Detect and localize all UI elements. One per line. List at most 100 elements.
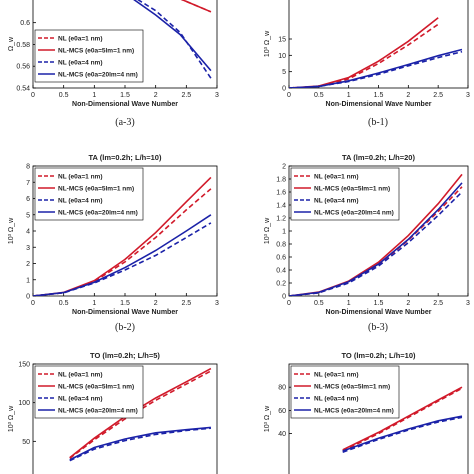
- series-line-red-dash: [342, 387, 463, 452]
- series-group: [133, 0, 212, 79]
- y-axis-label: 10³ Ω_w: [264, 30, 271, 57]
- x-axis-label: Non-Dimensional Wave Number: [326, 309, 432, 316]
- legend-label: NL-MCS (e0a=20lm=4 nm): [58, 408, 138, 415]
- legend: NL (e0a=1 nm) NL-MCS (e0a=5lm=1 nm) NL (e0…: [290, 365, 400, 419]
- x-tick-label: 0.5: [59, 300, 69, 307]
- y-tick-label: 3: [26, 245, 30, 252]
- y-tick-label: 4: [26, 229, 30, 236]
- subfigure-caption: (b-3): [368, 322, 388, 333]
- legend-label: NL-MCS (e0a=5lm=1 nm): [314, 186, 390, 193]
- legend-label: NL (e0a=4 nm): [58, 60, 103, 67]
- y-tick-label: 7: [26, 180, 30, 187]
- x-tick-label: 1.5: [120, 300, 130, 307]
- series-line-red-solid: [180, 0, 212, 13]
- series-group: [342, 386, 463, 453]
- x-tick-label: 0: [287, 92, 291, 99]
- x-tick-label: 1: [92, 92, 96, 99]
- x-tick-label: 1: [347, 300, 351, 307]
- chart-a3: 0 0.5 1 1.5 2 2.5 3 0.54 0.56 0.58 0.6 Non-Dimensio…: [8, 0, 219, 108]
- legend-label: NL-MCS (e0a=5lm=1 nm): [58, 384, 134, 391]
- y-axis-label: 10³ Ω_w: [8, 405, 15, 432]
- x-axis-label: Non-Dimensional Wave Number: [72, 309, 178, 316]
- subfigure-caption: (b-1): [368, 117, 388, 128]
- y-tick-label: 50: [22, 439, 30, 446]
- x-tick-label: 2: [154, 300, 158, 307]
- y-tick-label: 1.6: [276, 190, 286, 197]
- series-line-blue-dash: [69, 427, 211, 462]
- legend-label: NL (e0a=4 nm): [58, 198, 103, 205]
- x-tick-label: 0: [287, 300, 291, 307]
- x-tick-label: 2.5: [433, 92, 443, 99]
- legend-label: NL (e0a=1 nm): [58, 372, 103, 379]
- legend-label: NL-MCS (e0a=20lm=4 nm): [314, 210, 394, 217]
- legend-label: NL-MCS (e0a=5lm=1 nm): [58, 186, 134, 193]
- chart-c1: 150 100 50 TO (lm=0.2h; L/h=5) 10³ Ω_w NL (e0…: [8, 351, 218, 474]
- plot-area-c2: [288, 363, 469, 474]
- x-tick-label: 1: [347, 92, 351, 99]
- legend: NL (e0a=1 nm) NL-MCS (e0a=5lm=1 nm) NL (e0…: [34, 29, 144, 83]
- x-axis-label: Non-Dimensional Wave Number: [326, 101, 432, 108]
- x-tick-label: 3: [215, 92, 219, 99]
- series-line-red-dash: [69, 370, 212, 459]
- y-tick-label: 5: [282, 69, 286, 76]
- x-tick-label: 1.5: [374, 300, 384, 307]
- x-tick-label: 1.5: [374, 92, 384, 99]
- y-tick-label: 0: [282, 86, 286, 93]
- y-tick-label: 150: [18, 362, 30, 369]
- chart-b1: 0 0.5 1 1.5 2 2.5 3 0 5 10 15 Non-Dimensional Wave …: [264, 0, 470, 108]
- y-tick-label: 8: [26, 164, 30, 171]
- chart-b2: 0 0.5 1 1.5 2 2.5 3 0 1 2 3 4 5 6 7 8 TA (lm=0.2h; L/h=1…: [8, 153, 219, 316]
- series-group: [289, 17, 463, 88]
- series-line-blue-solid: [289, 182, 463, 296]
- x-tick-label: 0: [31, 92, 35, 99]
- chart-title: TA (lm=0.2h; L/h=20): [342, 153, 415, 162]
- x-tick-label: 3: [215, 300, 219, 307]
- series-group: [289, 173, 463, 296]
- series-line-blue-solid: [33, 214, 212, 296]
- y-tick-label: 100: [18, 400, 30, 407]
- series-line-blue-solid: [342, 415, 463, 452]
- y-tick-label: 1: [282, 229, 286, 236]
- series-line-blue-solid: [133, 0, 212, 72]
- x-tick-label: 2.5: [181, 92, 191, 99]
- legend-label: NL-MCS (e0a=20lm=4 nm): [58, 72, 138, 79]
- y-tick-label: 40: [278, 431, 286, 438]
- legend: NL (e0a=1 nm) NL-MCS (e0a=5lm=1 nm) NL (e0…: [34, 365, 144, 419]
- series-line-blue-dash: [33, 222, 212, 296]
- y-tick-label: 0.56: [16, 64, 30, 71]
- series-line-blue-dash: [289, 50, 463, 88]
- y-tick-label: 2: [26, 261, 30, 268]
- series-line-blue-dash: [342, 416, 463, 453]
- chart-c2: 80 60 40 TO (lm=0.2h; L/h=10) 10³ Ω_w NL (e0a…: [264, 351, 469, 474]
- y-tick-label: 0: [282, 294, 286, 301]
- y-tick-label: 0.6: [20, 20, 30, 27]
- chart-b3: 0 0.5 1 1.5 2 2.5 3 0 0.2 0.4 0.6 0.8 1 1.2 1.4 1.6 1.8 2…: [264, 153, 470, 316]
- y-axis-label: 10³ Ω_w: [8, 217, 15, 244]
- legend-label: NL (e0a=1 nm): [314, 174, 359, 181]
- y-tick-label: 10: [278, 53, 286, 60]
- legend-label: NL-MCS (e0a=5lm=1 nm): [58, 48, 134, 55]
- x-tick-label: 2: [406, 300, 410, 307]
- y-tick-label: 0.8: [276, 242, 286, 249]
- plot-area-c1: [32, 363, 218, 474]
- x-tick-label: 1: [92, 300, 96, 307]
- subfigure-caption: (a-3): [115, 117, 134, 128]
- chart-title: TO (lm=0.2h; L/h=10): [341, 351, 416, 360]
- series-line-red-dash: [33, 188, 212, 296]
- y-tick-label: 2: [282, 164, 286, 171]
- y-tick-label: 1.8: [276, 177, 286, 184]
- x-tick-label: 0: [31, 300, 35, 307]
- y-axis-label: 10³ Ω_w: [264, 217, 271, 244]
- y-tick-label: 1: [26, 277, 30, 284]
- x-tick-label: 0.5: [314, 92, 324, 99]
- y-tick-label: 1.4: [276, 203, 286, 210]
- legend-label: NL (e0a=4 nm): [314, 396, 359, 403]
- y-tick-label: 80: [278, 385, 286, 392]
- x-axis-label: Non-Dimensional Wave Number: [72, 101, 178, 108]
- x-tick-label: 0.5: [314, 300, 324, 307]
- subfigure-caption: (b-2): [115, 322, 135, 333]
- x-tick-label: 3: [466, 300, 470, 307]
- y-tick-label: 0.58: [16, 42, 30, 49]
- x-tick-label: 3: [466, 92, 470, 99]
